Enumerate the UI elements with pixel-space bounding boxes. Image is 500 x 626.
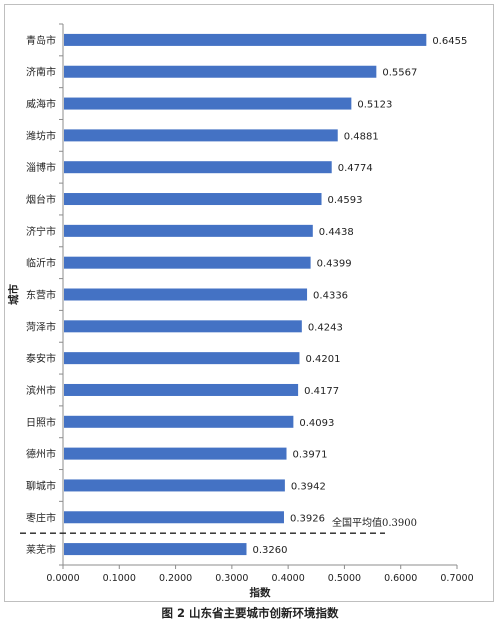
bar [64,97,352,110]
x-tick-label: 0.0000 [46,573,79,584]
category-label: 烟台市 [26,193,56,206]
x-tick-label: 0.1000 [103,573,136,584]
x-tick-label: 0.2000 [159,573,192,584]
y-axis-title: 城市 [7,284,20,305]
value-label: 0.5123 [357,100,392,111]
value-label: 0.4774 [338,163,373,174]
bar [64,383,299,396]
bar [64,129,338,142]
national-average-label: 全国平均值0.3900 [332,516,417,529]
value-label: 0.4336 [313,291,348,302]
bar [64,479,285,492]
category-label: 东营市 [26,289,56,302]
bar [64,511,284,524]
chart-frame [4,4,494,602]
category-label: 聊城市 [26,479,56,492]
bar [64,256,311,269]
bar [64,352,300,365]
value-label: 0.4399 [317,259,352,270]
value-label: 0.3926 [290,513,325,524]
value-label: 0.3942 [291,481,326,492]
x-tick-label: 0.4000 [272,573,305,584]
value-label: 0.3260 [252,545,287,556]
x-tick-label: 0.6000 [384,573,417,584]
category-label: 潍坊市 [26,129,56,142]
category-label: 青岛市 [26,34,56,47]
value-label: 0.4438 [319,227,354,238]
bar-chart: 0.0000 0.1000 0.2000 0.3000 0.4000 0.5000 0.60… [7,23,474,599]
category-label: 日照市 [26,416,56,429]
value-label: 0.4243 [308,322,343,333]
value-label: 0.5567 [382,68,417,79]
value-label: 0.6455 [432,36,467,47]
x-tick-label: 0.3000 [215,573,248,584]
category-label: 莱芜市 [26,543,56,556]
x-axis-title: 指数 [250,586,271,599]
chart-caption: 图 2 山东省主要城市创新环境指数 [161,606,339,620]
bar [64,65,377,78]
bar [64,224,313,237]
bar [64,193,322,206]
category-label: 泰安市 [26,352,56,365]
category-label: 济南市 [26,66,56,79]
value-label: 0.4593 [328,195,363,206]
category-label: 菏泽市 [26,320,56,333]
category-label: 德州市 [26,448,56,461]
value-label: 0.3971 [293,450,328,461]
bar [64,415,294,428]
value-label: 0.4177 [304,386,339,397]
bar [64,288,308,301]
bar [64,320,302,333]
category-label: 威海市 [26,98,56,111]
value-label: 0.4093 [299,418,334,429]
value-label: 0.4201 [305,354,340,365]
bar [64,447,287,460]
bar [64,543,247,556]
bar [64,161,332,174]
bar [64,33,427,46]
value-label: 0.4881 [344,131,379,142]
category-label: 济宁市 [26,225,56,238]
category-label: 枣庄市 [26,511,56,524]
category-label: 淄博市 [26,161,56,174]
category-label: 临沂市 [26,257,56,270]
x-tick-label: 0.5000 [328,573,361,584]
category-label: 滨州市 [26,384,56,397]
x-tick-label: 0.7000 [440,573,473,584]
